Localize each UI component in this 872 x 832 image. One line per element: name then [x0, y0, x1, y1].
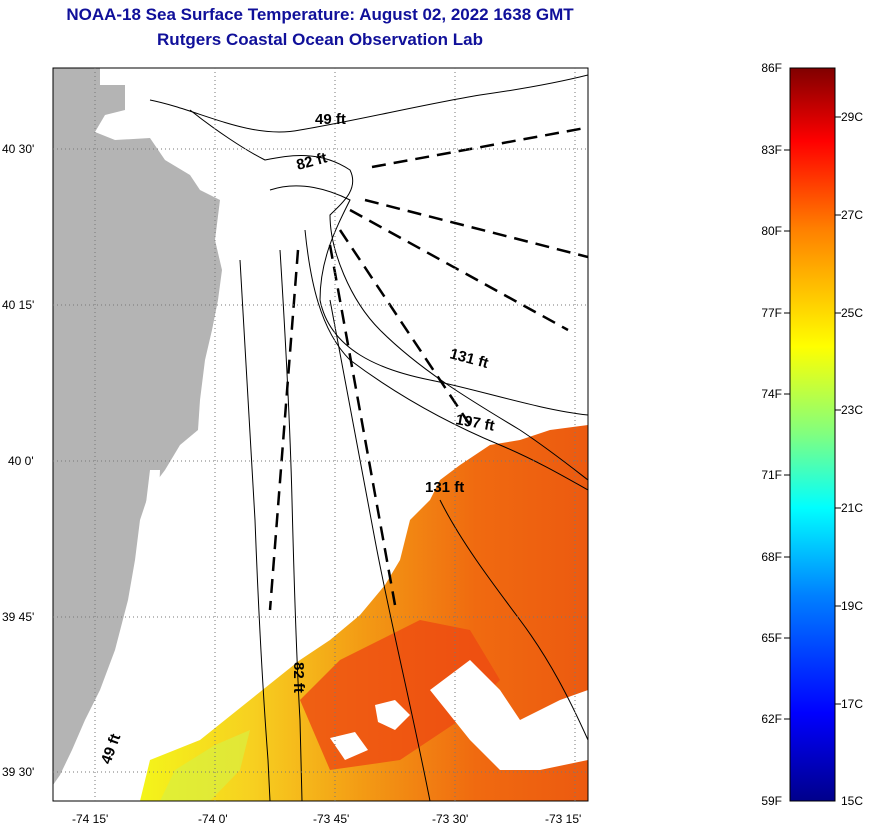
colorbar-f-label: 86F	[761, 61, 782, 75]
colorbar-f-label: 74F	[761, 387, 782, 401]
lat-label: 39 30'	[2, 765, 34, 779]
lon-label: -74 15'	[72, 812, 108, 826]
lat-label: 40 15'	[2, 298, 34, 312]
lon-label: -73 30'	[432, 812, 468, 826]
contour-label: 131 ft	[425, 479, 464, 496]
colorbar-f-label: 59F	[761, 794, 782, 808]
colorbar-c-label: 25C	[841, 306, 864, 320]
colorbar-f-label: 77F	[761, 306, 782, 320]
colorbar-f-label: 71F	[761, 468, 782, 482]
contour-label: 82 ft	[295, 149, 329, 173]
contour-label: 49 ft	[315, 111, 346, 128]
colorbar-c-label: 19C	[841, 599, 864, 613]
colorbar-c-label: 29C	[841, 110, 864, 124]
land-mass	[53, 68, 222, 785]
colorbar-f-label: 68F	[761, 550, 782, 564]
lon-label: -73 15'	[545, 812, 581, 826]
colorbar-f-label: 65F	[761, 631, 782, 645]
lat-label: 40 0'	[8, 454, 34, 468]
lon-label: -73 45'	[313, 812, 349, 826]
lat-label: 39 45'	[2, 610, 34, 624]
chart-title: NOAA-18 Sea Surface Temperature: August …	[66, 5, 574, 24]
colorbar-c-label: 23C	[841, 403, 864, 417]
colorbar-ticks	[784, 116, 841, 720]
colorbar-c-label: 17C	[841, 697, 864, 711]
lat-label: 40 30'	[2, 142, 34, 156]
colorbar-c-label: 15C	[841, 794, 864, 808]
contour-label: 131 ft	[448, 345, 490, 372]
colorbar-f-label: 62F	[761, 712, 782, 726]
contour-label: 82 ft	[290, 662, 307, 693]
contour-label: 197 ft	[454, 411, 496, 435]
colorbar-c-label: 27C	[841, 208, 864, 222]
map-frame	[52, 67, 589, 802]
contour-label: 49 ft	[98, 732, 125, 767]
lon-label: -74 0'	[198, 812, 228, 826]
colorbar-c-label: 21C	[841, 501, 864, 515]
colorbar	[789, 67, 836, 802]
chart-subtitle: Rutgers Coastal Ocean Observation Lab	[157, 30, 483, 49]
colorbar-f-label: 80F	[761, 224, 782, 238]
colorbar-f-label: 83F	[761, 143, 782, 157]
